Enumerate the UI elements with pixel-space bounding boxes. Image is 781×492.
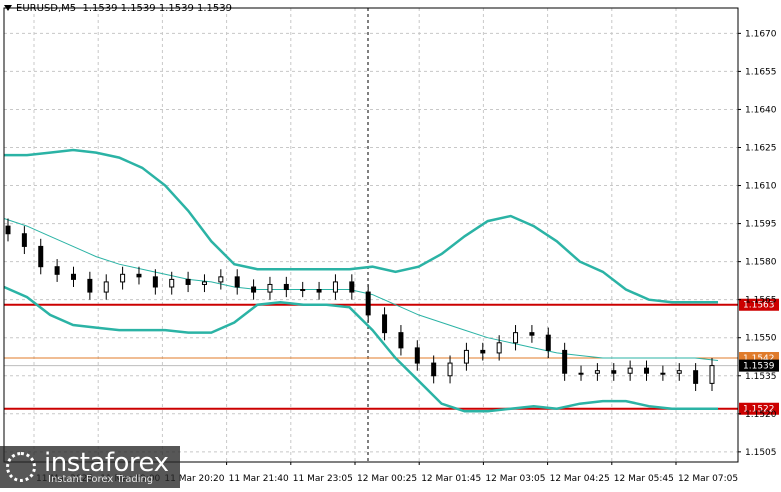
candle-body bbox=[431, 362, 437, 377]
price-tick-label: 1.1505 bbox=[745, 448, 777, 458]
candle-body bbox=[578, 372, 584, 375]
candle-body bbox=[447, 362, 453, 377]
watermark-tagline: Instant Forex Trading bbox=[48, 474, 154, 485]
candle-body bbox=[316, 289, 322, 293]
price-tick-label: 1.1670 bbox=[745, 29, 777, 39]
price-tick-label: 1.1580 bbox=[745, 258, 777, 268]
ohlc-values: 1.1539 1.1539 1.1539 1.1539 bbox=[82, 3, 232, 14]
time-tick-label: 12 Mar 07:05 bbox=[678, 474, 738, 484]
candle-body bbox=[136, 273, 142, 278]
price-tick-label: 1.1655 bbox=[745, 67, 777, 77]
price-tick-label: 1.1640 bbox=[745, 105, 777, 115]
price-tick-label: 1.1520 bbox=[745, 410, 777, 420]
candle-body bbox=[349, 281, 355, 293]
candle-body bbox=[496, 342, 502, 354]
axes: 1.1670 1.1655 1.1640 1.1625 1.1610 1.1595 1.15… bbox=[3, 7, 777, 484]
price-tick-label: 1.1550 bbox=[745, 334, 777, 344]
bollinger-bands bbox=[3, 148, 719, 413]
candle-body bbox=[611, 370, 617, 374]
candle-body bbox=[676, 370, 682, 374]
candles bbox=[5, 218, 715, 391]
candle-body bbox=[70, 273, 76, 280]
time-tick-label: 12 Mar 03:05 bbox=[485, 474, 545, 484]
candle-body bbox=[5, 225, 11, 235]
price-tick-label: 1.1565 bbox=[745, 296, 777, 306]
watermark-brand: instaforex bbox=[44, 448, 169, 478]
candle-body bbox=[87, 278, 93, 293]
lower-band-line bbox=[3, 285, 718, 413]
time-tick-label: 11 Mar 23:05 bbox=[293, 474, 353, 484]
time-tick-label: 12 Mar 05:45 bbox=[614, 474, 674, 484]
dropdown-triangle-icon[interactable] bbox=[4, 5, 12, 11]
upper-band-line bbox=[4, 148, 718, 304]
symbol-label: EURUSD,M5 bbox=[16, 3, 77, 14]
candle-body bbox=[152, 276, 158, 288]
candle-body bbox=[594, 370, 600, 374]
candle-body bbox=[38, 245, 44, 268]
candle-body bbox=[513, 332, 519, 344]
candle-body bbox=[398, 332, 404, 349]
time-tick-label: 12 Mar 00:25 bbox=[357, 474, 417, 484]
plot-frame bbox=[3, 7, 739, 463]
candle-body bbox=[365, 291, 371, 316]
symbol-header: EURUSD,M5 1.1539 1.1539 1.1539 1.1539 bbox=[4, 3, 232, 14]
level-price-tag bbox=[739, 298, 779, 311]
time-tick-label: 11 Mar 21:40 bbox=[229, 474, 289, 484]
candle-body bbox=[54, 266, 60, 275]
price-tick-label: 1.1625 bbox=[745, 143, 777, 153]
candle-body bbox=[169, 278, 175, 288]
candle-body bbox=[234, 276, 240, 288]
candle-body bbox=[185, 278, 191, 285]
candle-body bbox=[562, 349, 568, 374]
bid-price-label: 1.1542 bbox=[743, 354, 775, 364]
candle-body bbox=[103, 281, 109, 293]
price-tick-label: 1.1610 bbox=[745, 182, 777, 192]
candle-body bbox=[267, 283, 273, 293]
candle-body bbox=[709, 365, 715, 384]
candle-body bbox=[529, 332, 535, 336]
candle-body bbox=[463, 349, 469, 364]
candle-body bbox=[382, 314, 388, 334]
current-price-tag bbox=[739, 359, 779, 372]
level-price-label: 1.1563 bbox=[743, 301, 775, 311]
instaforex-watermark: instaforex Instant Forex Trading bbox=[0, 446, 180, 488]
candle-body bbox=[660, 372, 666, 375]
candle-body bbox=[414, 347, 420, 364]
grid bbox=[4, 8, 738, 462]
candle-body bbox=[21, 233, 27, 247]
time-tick-label: 12 Mar 01:45 bbox=[421, 474, 481, 484]
candle-body bbox=[644, 367, 650, 374]
candle-body bbox=[332, 281, 338, 293]
current-price-label: 1.1539 bbox=[743, 362, 775, 372]
price-tick-label: 1.1535 bbox=[745, 372, 777, 382]
moving-average-line bbox=[3, 218, 719, 361]
price-tick-label: 1.1595 bbox=[745, 220, 777, 230]
candle-body bbox=[693, 370, 699, 384]
time-tick-label: 12 Mar 04:25 bbox=[550, 474, 610, 484]
level-price-label: 1.1522 bbox=[743, 405, 775, 415]
level-price-tag bbox=[739, 402, 779, 415]
time-tick-label: 11 Mar 20:20 bbox=[164, 474, 224, 484]
candle-body bbox=[300, 289, 306, 292]
instaforex-logo-icon bbox=[6, 452, 36, 482]
candle-body bbox=[201, 281, 207, 285]
candle-body bbox=[120, 273, 126, 283]
candle-body bbox=[480, 349, 486, 354]
candle-body bbox=[251, 286, 257, 293]
candle-body bbox=[283, 283, 289, 291]
candle-body bbox=[627, 367, 633, 374]
candle-body bbox=[545, 334, 551, 351]
candle-body bbox=[218, 276, 224, 283]
